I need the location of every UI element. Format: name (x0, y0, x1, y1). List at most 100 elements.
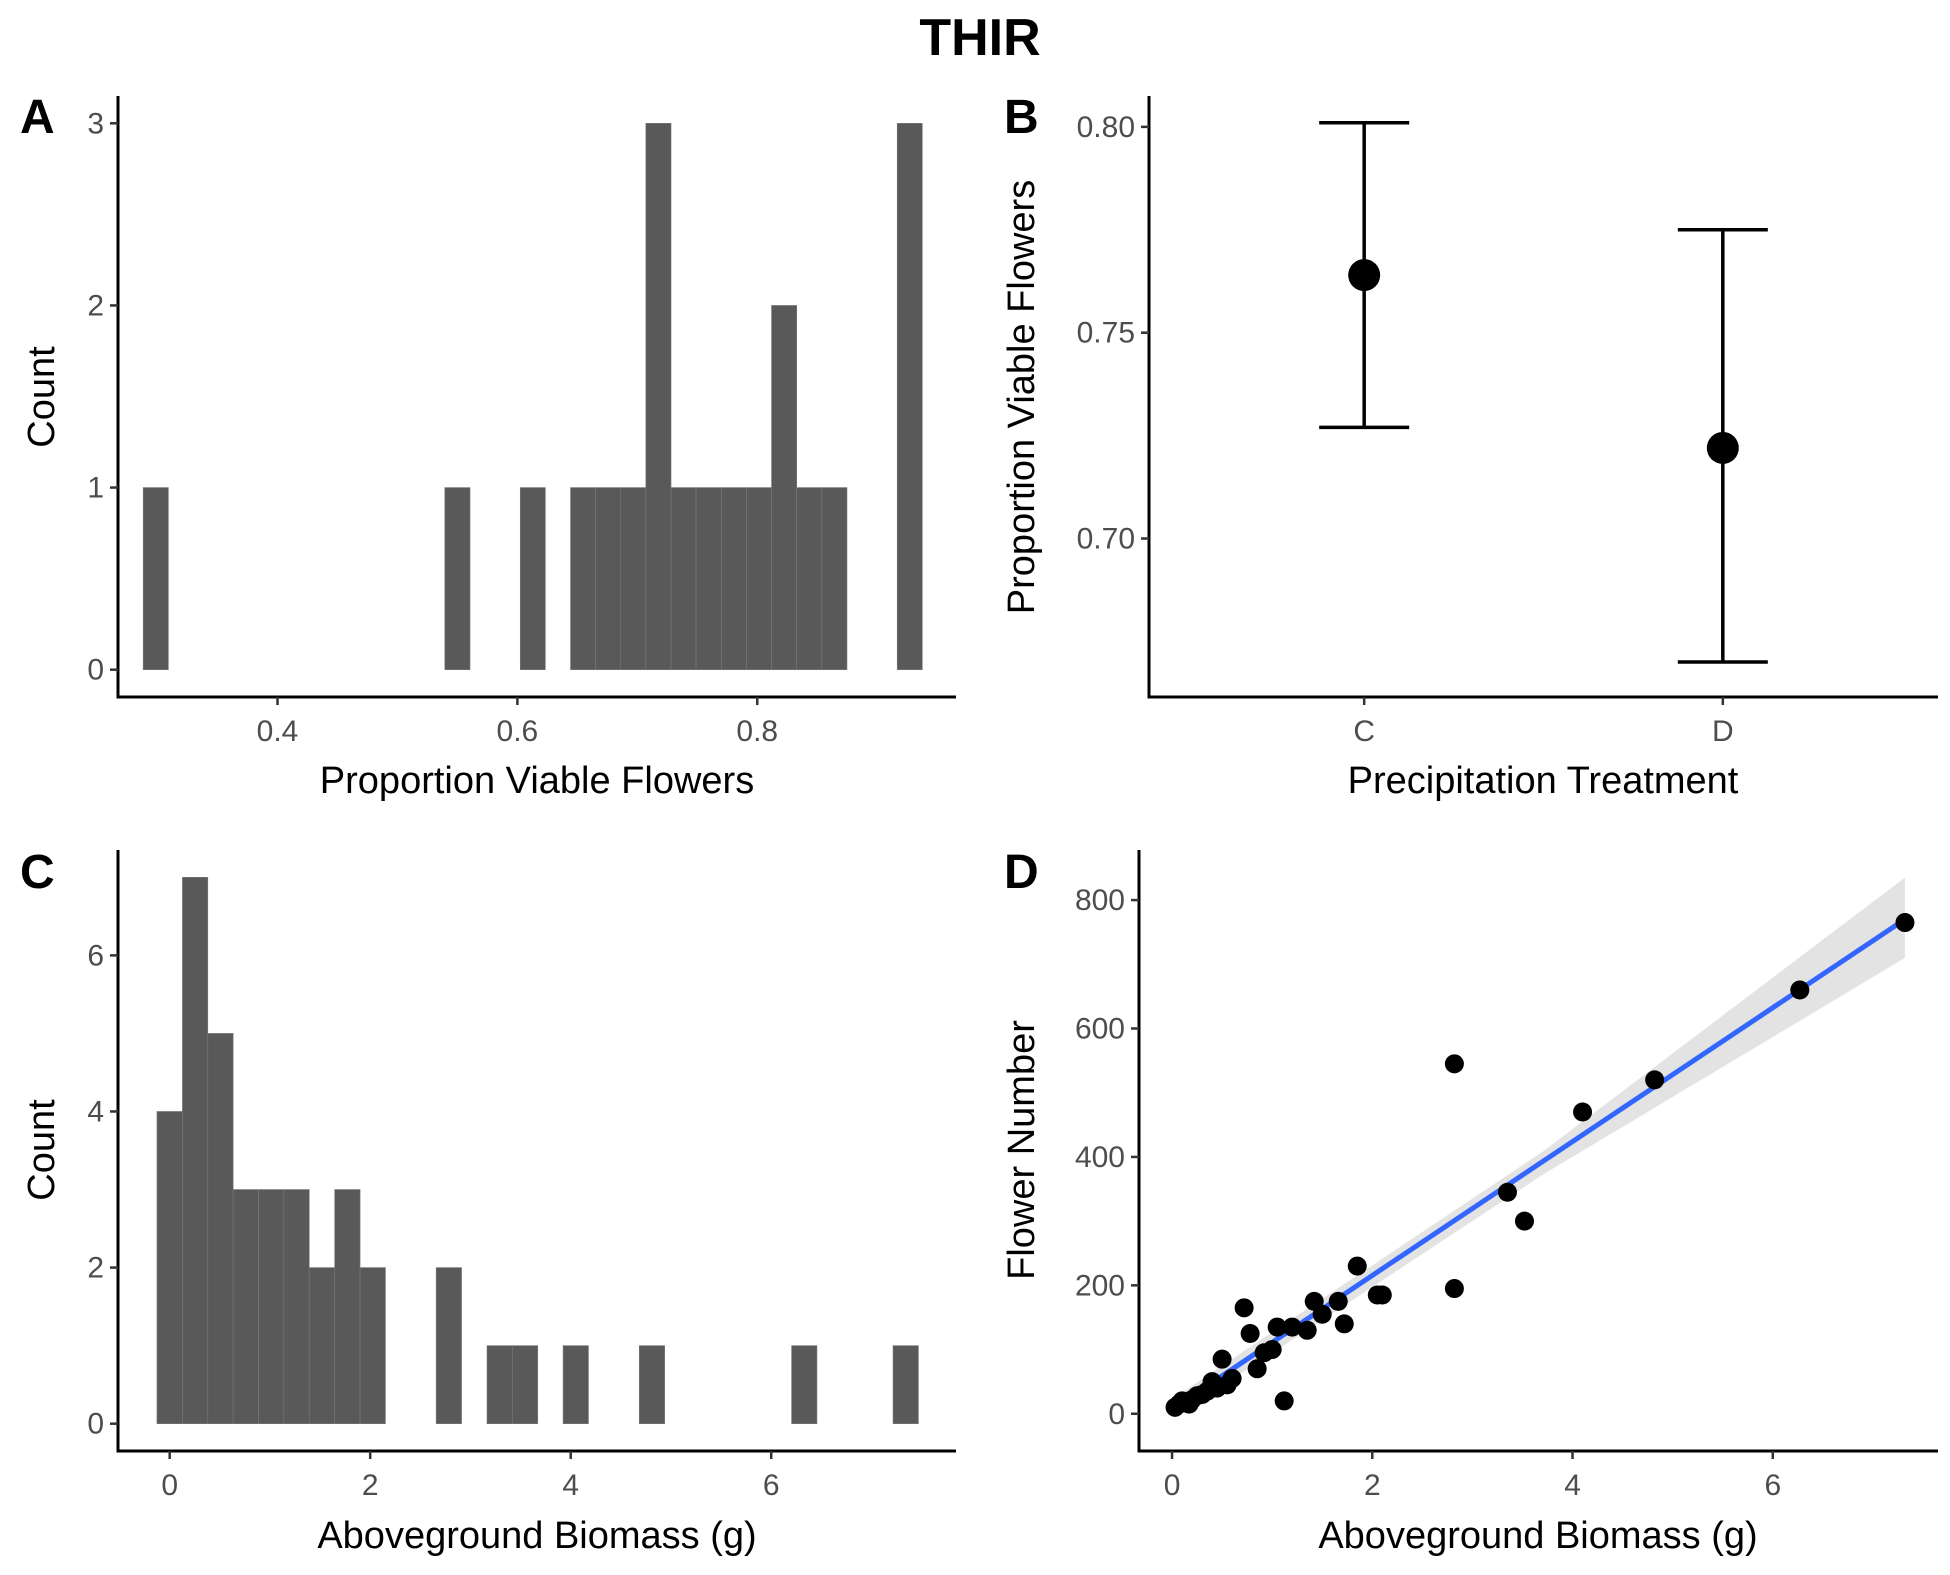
x-tick-label: C (1353, 715, 1375, 748)
data-point (1497, 1182, 1517, 1202)
y-tick-label: 0 (87, 1408, 104, 1441)
data-point (1645, 1070, 1665, 1090)
x-tick-label: 2 (1364, 1469, 1381, 1502)
data-point (1334, 1314, 1354, 1334)
x-tick-label: D (1712, 715, 1734, 748)
data-point (1895, 913, 1915, 933)
histogram-bar (570, 487, 596, 670)
x-tick-label: 4 (562, 1469, 579, 1502)
data-point (1267, 1317, 1287, 1337)
x-tick-label: 6 (1764, 1469, 1781, 1502)
histogram-bar (638, 1345, 665, 1424)
histogram-bar (620, 487, 647, 670)
x-tick-label: 0.6 (497, 715, 539, 748)
histogram-bar (771, 305, 798, 670)
histogram-bar (746, 487, 772, 670)
x-tick-label: 4 (1564, 1469, 1581, 1502)
histogram-bar (308, 1267, 336, 1424)
panel-letter: D (1004, 846, 1039, 899)
y-axis-title: Proportion Viable Flowers (1001, 180, 1043, 614)
x-tick-label: 0 (161, 1469, 178, 1502)
histogram-bar (334, 1189, 361, 1424)
histogram-bar (359, 1267, 386, 1424)
data-point (1262, 1340, 1282, 1360)
y-axis-title: Count (21, 1099, 63, 1201)
x-tick-label: 6 (763, 1469, 780, 1502)
points (1165, 913, 1915, 1417)
data-point (1347, 1256, 1367, 1276)
y-tick-label: 4 (87, 1095, 104, 1128)
histogram-bar (156, 1111, 183, 1424)
y-tick-label: 2 (87, 1252, 104, 1285)
data-point (1328, 1291, 1348, 1311)
data-point (1282, 1317, 1302, 1337)
figure-title: THIR (919, 9, 1040, 67)
y-tick-label: 0 (1108, 1398, 1125, 1431)
x-ticks: 0 2 4 6 (161, 1451, 780, 1502)
data-point (1312, 1304, 1332, 1324)
x-axis-title: Precipitation Treatment (1348, 760, 1739, 802)
histogram-bar (512, 1345, 539, 1424)
panel-letter: A (20, 91, 55, 144)
y-tick-label: 2 (87, 289, 104, 322)
x-tick-label: 0.4 (257, 715, 299, 748)
histogram-bar (444, 487, 471, 670)
x-axis-title: Aboveground Biomass (g) (317, 1515, 756, 1557)
x-tick-label: 0.8 (736, 715, 778, 748)
x-ticks: 0 2 4 6 (1164, 1451, 1781, 1502)
histogram-bar (720, 487, 747, 670)
histogram-bar (645, 123, 672, 670)
y-tick-label: 6 (87, 939, 104, 972)
y-tick-label: 600 (1075, 1013, 1125, 1046)
x-axis-title: Aboveground Biomass (g) (1318, 1515, 1757, 1557)
bars (142, 123, 923, 670)
panel-letter: B (1004, 91, 1039, 144)
data-point (1444, 1279, 1464, 1299)
data-point (1212, 1349, 1232, 1369)
histogram-bar (283, 1189, 310, 1424)
histogram-bar (182, 877, 209, 1424)
y-tick-label: 800 (1075, 884, 1125, 917)
histogram-bar (142, 487, 169, 670)
y-tick-label: 1 (87, 472, 104, 505)
histogram-bar (892, 1345, 919, 1424)
panel-c: C 0 2 4 6 0 2 4 6 Aboveground Biomass (g) Coun… (20, 846, 956, 1557)
y-tick-label: 0 (87, 654, 104, 687)
y-tick-label: 200 (1075, 1269, 1125, 1302)
data-point (1240, 1323, 1260, 1343)
histogram-bar (791, 1345, 818, 1424)
x-tick-label: 0 (1164, 1469, 1181, 1502)
y-axis-title: Count (21, 346, 63, 448)
y-ticks: 0 2 4 6 (87, 939, 118, 1441)
data-point (1234, 1298, 1254, 1318)
data-point (1297, 1320, 1317, 1340)
histogram-bar (519, 487, 546, 670)
data-point (1514, 1211, 1534, 1231)
error-bars (1319, 121, 1768, 664)
confidence-ribbon (1175, 877, 1905, 1417)
histogram-bar (670, 487, 697, 670)
histogram-bar (695, 487, 722, 670)
data-point (1444, 1054, 1464, 1074)
panel-a: A 0.4 0.6 0.8 0 1 2 3 Proportion Viable Flowe… (20, 91, 956, 802)
y-ticks: 0 200 400 600 800 (1075, 884, 1139, 1431)
y-axis-title: Flower Number (1001, 1020, 1043, 1280)
panel-d: D 0 2 4 6 0 200 400 600 800 Aboveground Biomass… (1001, 846, 1938, 1557)
y-tick-label: 0.70 (1077, 523, 1135, 556)
data-point (1274, 1391, 1294, 1411)
panel-letter: C (20, 846, 55, 899)
histogram-bar (562, 1345, 589, 1424)
y-ticks: 0 1 2 3 (87, 107, 118, 687)
data-point (1790, 980, 1810, 1000)
histogram-bar (821, 487, 848, 670)
data-point (1573, 1102, 1593, 1122)
y-tick-label: 0.75 (1077, 317, 1135, 350)
mean-point (1706, 431, 1739, 464)
histogram-bar (435, 1267, 462, 1424)
y-ticks: 0.70 0.75 0.80 (1077, 111, 1149, 556)
bars (156, 877, 919, 1424)
x-ticks: 0.4 0.6 0.8 (257, 697, 778, 748)
